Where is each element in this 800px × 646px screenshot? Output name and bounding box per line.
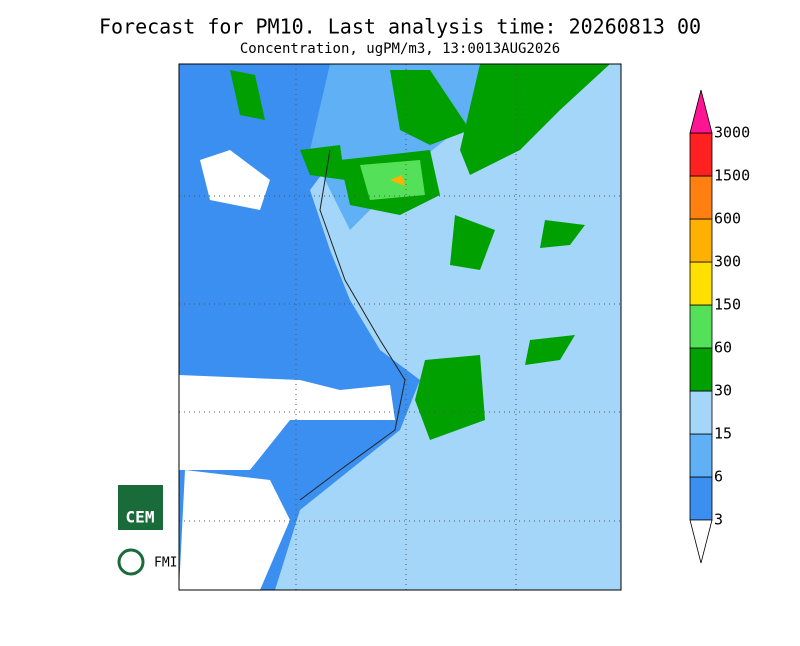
colorbar-label: 1500 [714,167,750,185]
colorbar-label: 15 [714,425,732,443]
cem-logo-text: CEM [126,508,155,527]
white-patch [179,470,290,590]
colorbar-segment [689,132,713,177]
colorbar-label: 600 [714,210,741,228]
colorbar-segment [689,390,713,435]
cem-logo: CEM [118,485,163,530]
colorbar-label: 6 [714,468,723,486]
title: Forecast for PM10. Last analysis time: 2… [99,15,701,39]
map [178,63,622,591]
fmi-logo-mark [117,548,145,576]
colorbar: 3 6 15 30 60 150 300 600 1500 3000 [689,89,750,564]
green-area [460,64,610,175]
white-patch [200,150,270,210]
green-area [540,220,585,248]
green-area [450,215,495,270]
white-patch [179,375,395,470]
colorbar-label: 3 [714,511,723,529]
colorbar-label: 300 [714,253,741,271]
colorbar-segment [689,433,713,478]
colorbar-segment [689,175,713,220]
colorbar-label: 3000 [714,124,750,142]
graticule [179,64,621,590]
green-area [525,335,575,365]
fmi-logo-text: FMI [154,556,177,571]
cem-logo-box [118,485,163,530]
green-area [415,355,485,440]
green-area [300,145,345,180]
colorbar-over [689,89,713,134]
colorbar-under [689,519,713,564]
green-area [390,70,470,145]
colorbar-segment [689,347,713,392]
subtitle: Concentration, ugPM/m3, 13:0013AUG2026 [240,41,560,57]
colorbar-label: 150 [714,296,741,314]
colorbar-segment [689,261,713,306]
coastline [299,149,406,501]
colorbar-segment [689,218,713,263]
orange-spot [390,175,405,186]
colorbar-label: 60 [714,339,732,357]
green-area [230,70,265,120]
map-frame [178,63,622,591]
colorbar-label: 30 [714,382,732,400]
colorbar-segment [689,304,713,349]
colorbar-segment [689,476,713,521]
fmi-logo: FMI [117,548,177,576]
